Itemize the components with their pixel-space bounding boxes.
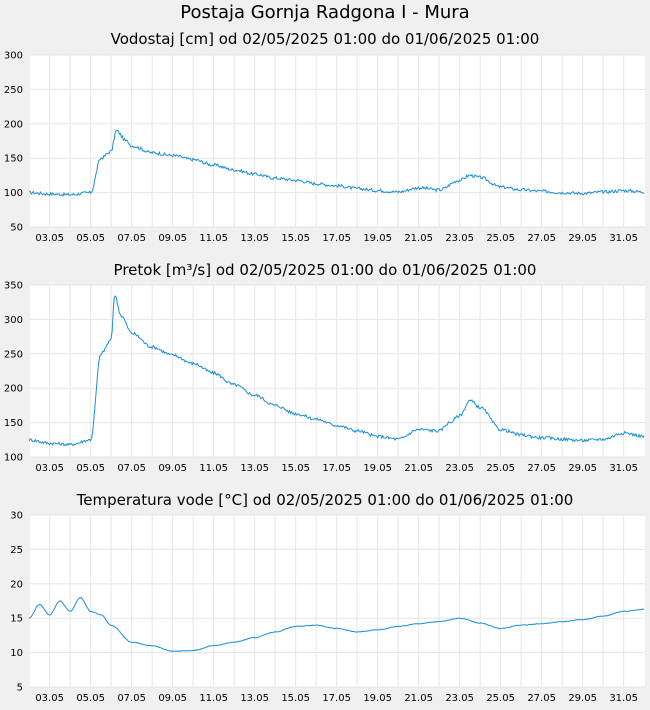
x-tick-label: 15.05 <box>281 233 310 244</box>
y-tick-label: 100 <box>4 453 23 464</box>
x-tick-label: 09.05 <box>158 693 187 704</box>
x-tick-label: 09.05 <box>158 233 187 244</box>
x-tick-label: 29.05 <box>568 693 597 704</box>
y-tick-label: 150 <box>4 154 23 165</box>
y-tick-label: 50 <box>10 223 23 234</box>
x-tick-label: 27.05 <box>527 693 556 704</box>
y-tick-label: 25 <box>10 545 23 556</box>
chart-1: 100 150 200 250 300 350 03.05 05.05 07.05 09.05 11… <box>4 281 645 474</box>
series-line <box>29 129 645 197</box>
y-tick-label: 250 <box>4 349 23 360</box>
x-tick-label: 17.05 <box>322 233 351 244</box>
y-tick-label: 20 <box>10 579 23 590</box>
chart-title-water-level: Vodostaj [cm] od 02/05/2025 01:00 do 01/… <box>110 30 540 48</box>
x-tick-label: 15.05 <box>281 463 310 474</box>
x-tick-label: 11.05 <box>199 693 228 704</box>
y-tick-label: 300 <box>4 315 23 326</box>
x-tick-label: 23.05 <box>445 233 474 244</box>
plot-area <box>30 515 645 687</box>
y-tick-label: 100 <box>4 188 23 199</box>
y-tick-label: 15 <box>10 614 23 625</box>
x-tick-label: 31.05 <box>609 463 638 474</box>
chart-title-water-temperature: Temperatura vode [°C] od 02/05/2025 01:0… <box>76 491 574 509</box>
chart-2: 5 10 15 20 25 30 03.05 05.05 07.05 09.05 11.05 13.0… <box>10 511 645 704</box>
x-tick-label: 19.05 <box>363 233 392 244</box>
x-tick-label: 11.05 <box>199 463 228 474</box>
x-tick-label: 17.05 <box>322 693 351 704</box>
x-tick-label: 17.05 <box>322 463 351 474</box>
x-tick-label: 07.05 <box>117 233 146 244</box>
x-tick-label: 09.05 <box>158 463 187 474</box>
x-tick-label: 27.05 <box>527 233 556 244</box>
y-tick-label: 150 <box>4 418 23 429</box>
x-tick-label: 05.05 <box>76 233 105 244</box>
x-tick-label: 31.05 <box>609 233 638 244</box>
x-tick-label: 21.05 <box>404 693 433 704</box>
y-tick-label: 350 <box>4 281 23 292</box>
x-tick-label: 07.05 <box>117 693 146 704</box>
x-tick-label: 03.05 <box>35 693 64 704</box>
x-tick-label: 05.05 <box>76 463 105 474</box>
y-tick-label: 5 <box>17 683 23 694</box>
series-line <box>28 295 645 447</box>
chart-title-discharge: Pretok [m³/s] od 02/05/2025 01:00 do 01/… <box>113 261 537 279</box>
x-tick-label: 03.05 <box>35 463 64 474</box>
x-tick-label: 23.05 <box>445 693 474 704</box>
series-line <box>28 597 645 652</box>
x-tick-label: 19.05 <box>363 463 392 474</box>
y-tick-label: 30 <box>10 511 23 522</box>
x-tick-label: 13.05 <box>240 463 269 474</box>
x-tick-label: 05.05 <box>76 693 105 704</box>
plot-area <box>30 285 645 457</box>
x-tick-label: 11.05 <box>199 233 228 244</box>
x-tick-label: 29.05 <box>568 463 597 474</box>
x-tick-label: 13.05 <box>240 233 269 244</box>
x-tick-label: 03.05 <box>35 233 64 244</box>
plot-area <box>30 55 645 227</box>
x-tick-label: 23.05 <box>445 463 474 474</box>
chart-0: 50 100 150 200 250 300 03.05 05.05 07.05 09.05 11.… <box>4 51 645 244</box>
x-tick-label: 27.05 <box>527 463 556 474</box>
y-tick-label: 10 <box>10 648 23 659</box>
x-tick-label: 31.05 <box>609 693 638 704</box>
x-tick-label: 29.05 <box>568 233 597 244</box>
x-tick-label: 07.05 <box>117 463 146 474</box>
x-tick-label: 19.05 <box>363 693 392 704</box>
x-tick-label: 21.05 <box>404 463 433 474</box>
x-tick-label: 21.05 <box>404 233 433 244</box>
y-tick-label: 200 <box>4 384 23 395</box>
x-tick-label: 15.05 <box>281 693 310 704</box>
page-title: Postaja Gornja Radgona I - Mura <box>180 2 470 23</box>
x-tick-label: 13.05 <box>240 693 269 704</box>
x-tick-label: 25.05 <box>486 233 515 244</box>
y-tick-label: 250 <box>4 85 23 96</box>
y-tick-label: 200 <box>4 119 23 130</box>
x-tick-label: 25.05 <box>486 463 515 474</box>
x-tick-label: 25.05 <box>486 693 515 704</box>
y-tick-label: 300 <box>4 51 23 62</box>
